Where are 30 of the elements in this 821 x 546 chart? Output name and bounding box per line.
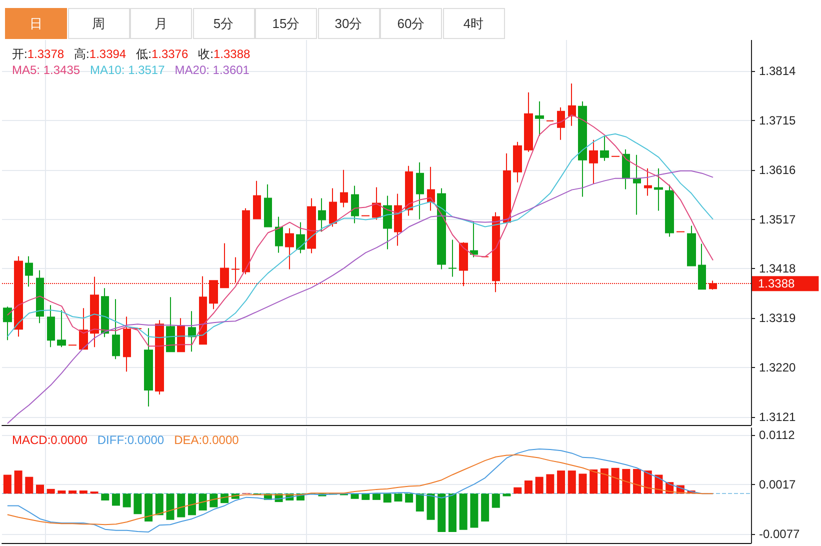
annotation: MA20: 1.3601 — [174, 63, 250, 77]
annotation: 高:1.3394 — [74, 47, 126, 61]
y-tick-label: 1.3319 — [759, 311, 796, 326]
annotation: 低:1.3376 — [136, 47, 188, 61]
annotation: DIFF:0.0000 — [97, 433, 164, 447]
y-tick-label: 0.0112 — [759, 428, 796, 442]
text: 日 — [5, 8, 67, 39]
y-tick-label: 1.3220 — [759, 360, 796, 375]
text: 4时 — [442, 8, 504, 39]
y-tick-label: 1.3814 — [759, 64, 796, 78]
text: 月 — [130, 8, 192, 39]
ref-line-label: 1.3388 — [758, 276, 796, 291]
text: 周 — [68, 8, 130, 39]
text: 15分 — [255, 8, 317, 39]
y-tick-label: -0.0077 — [759, 527, 800, 542]
y-tick-label: 1.3715 — [759, 113, 796, 128]
annotation: DEA:0.0000 — [174, 433, 239, 447]
annotation: MA10: 1.3517 — [90, 63, 165, 77]
text: 60分 — [380, 8, 442, 39]
y-tick-label: 1.3418 — [759, 262, 796, 276]
text: 5分 — [192, 8, 254, 39]
y-tick-label: 1.3121 — [759, 410, 796, 424]
y-tick-label: 1.3517 — [759, 212, 796, 226]
annotation: MACD:0.0000 — [12, 433, 88, 447]
text: 30分 — [318, 8, 380, 39]
annotation: 开:1.3378 — [12, 47, 64, 61]
y-tick-label: 1.3616 — [759, 162, 796, 177]
annotation: 收:1.3388 — [198, 47, 250, 61]
annotation: MA5: 1.3435 — [12, 63, 80, 77]
y-tick-label: 0.0017 — [759, 478, 796, 492]
